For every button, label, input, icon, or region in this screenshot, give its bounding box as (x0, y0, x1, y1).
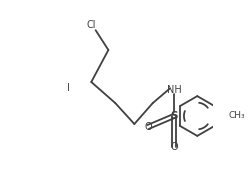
Text: S: S (170, 111, 177, 121)
Text: O: O (170, 142, 177, 152)
Text: Cl: Cl (86, 20, 96, 30)
Text: NH: NH (166, 85, 181, 95)
Text: I: I (67, 83, 70, 93)
Text: O: O (144, 122, 151, 132)
Text: CH₃: CH₃ (228, 112, 244, 121)
